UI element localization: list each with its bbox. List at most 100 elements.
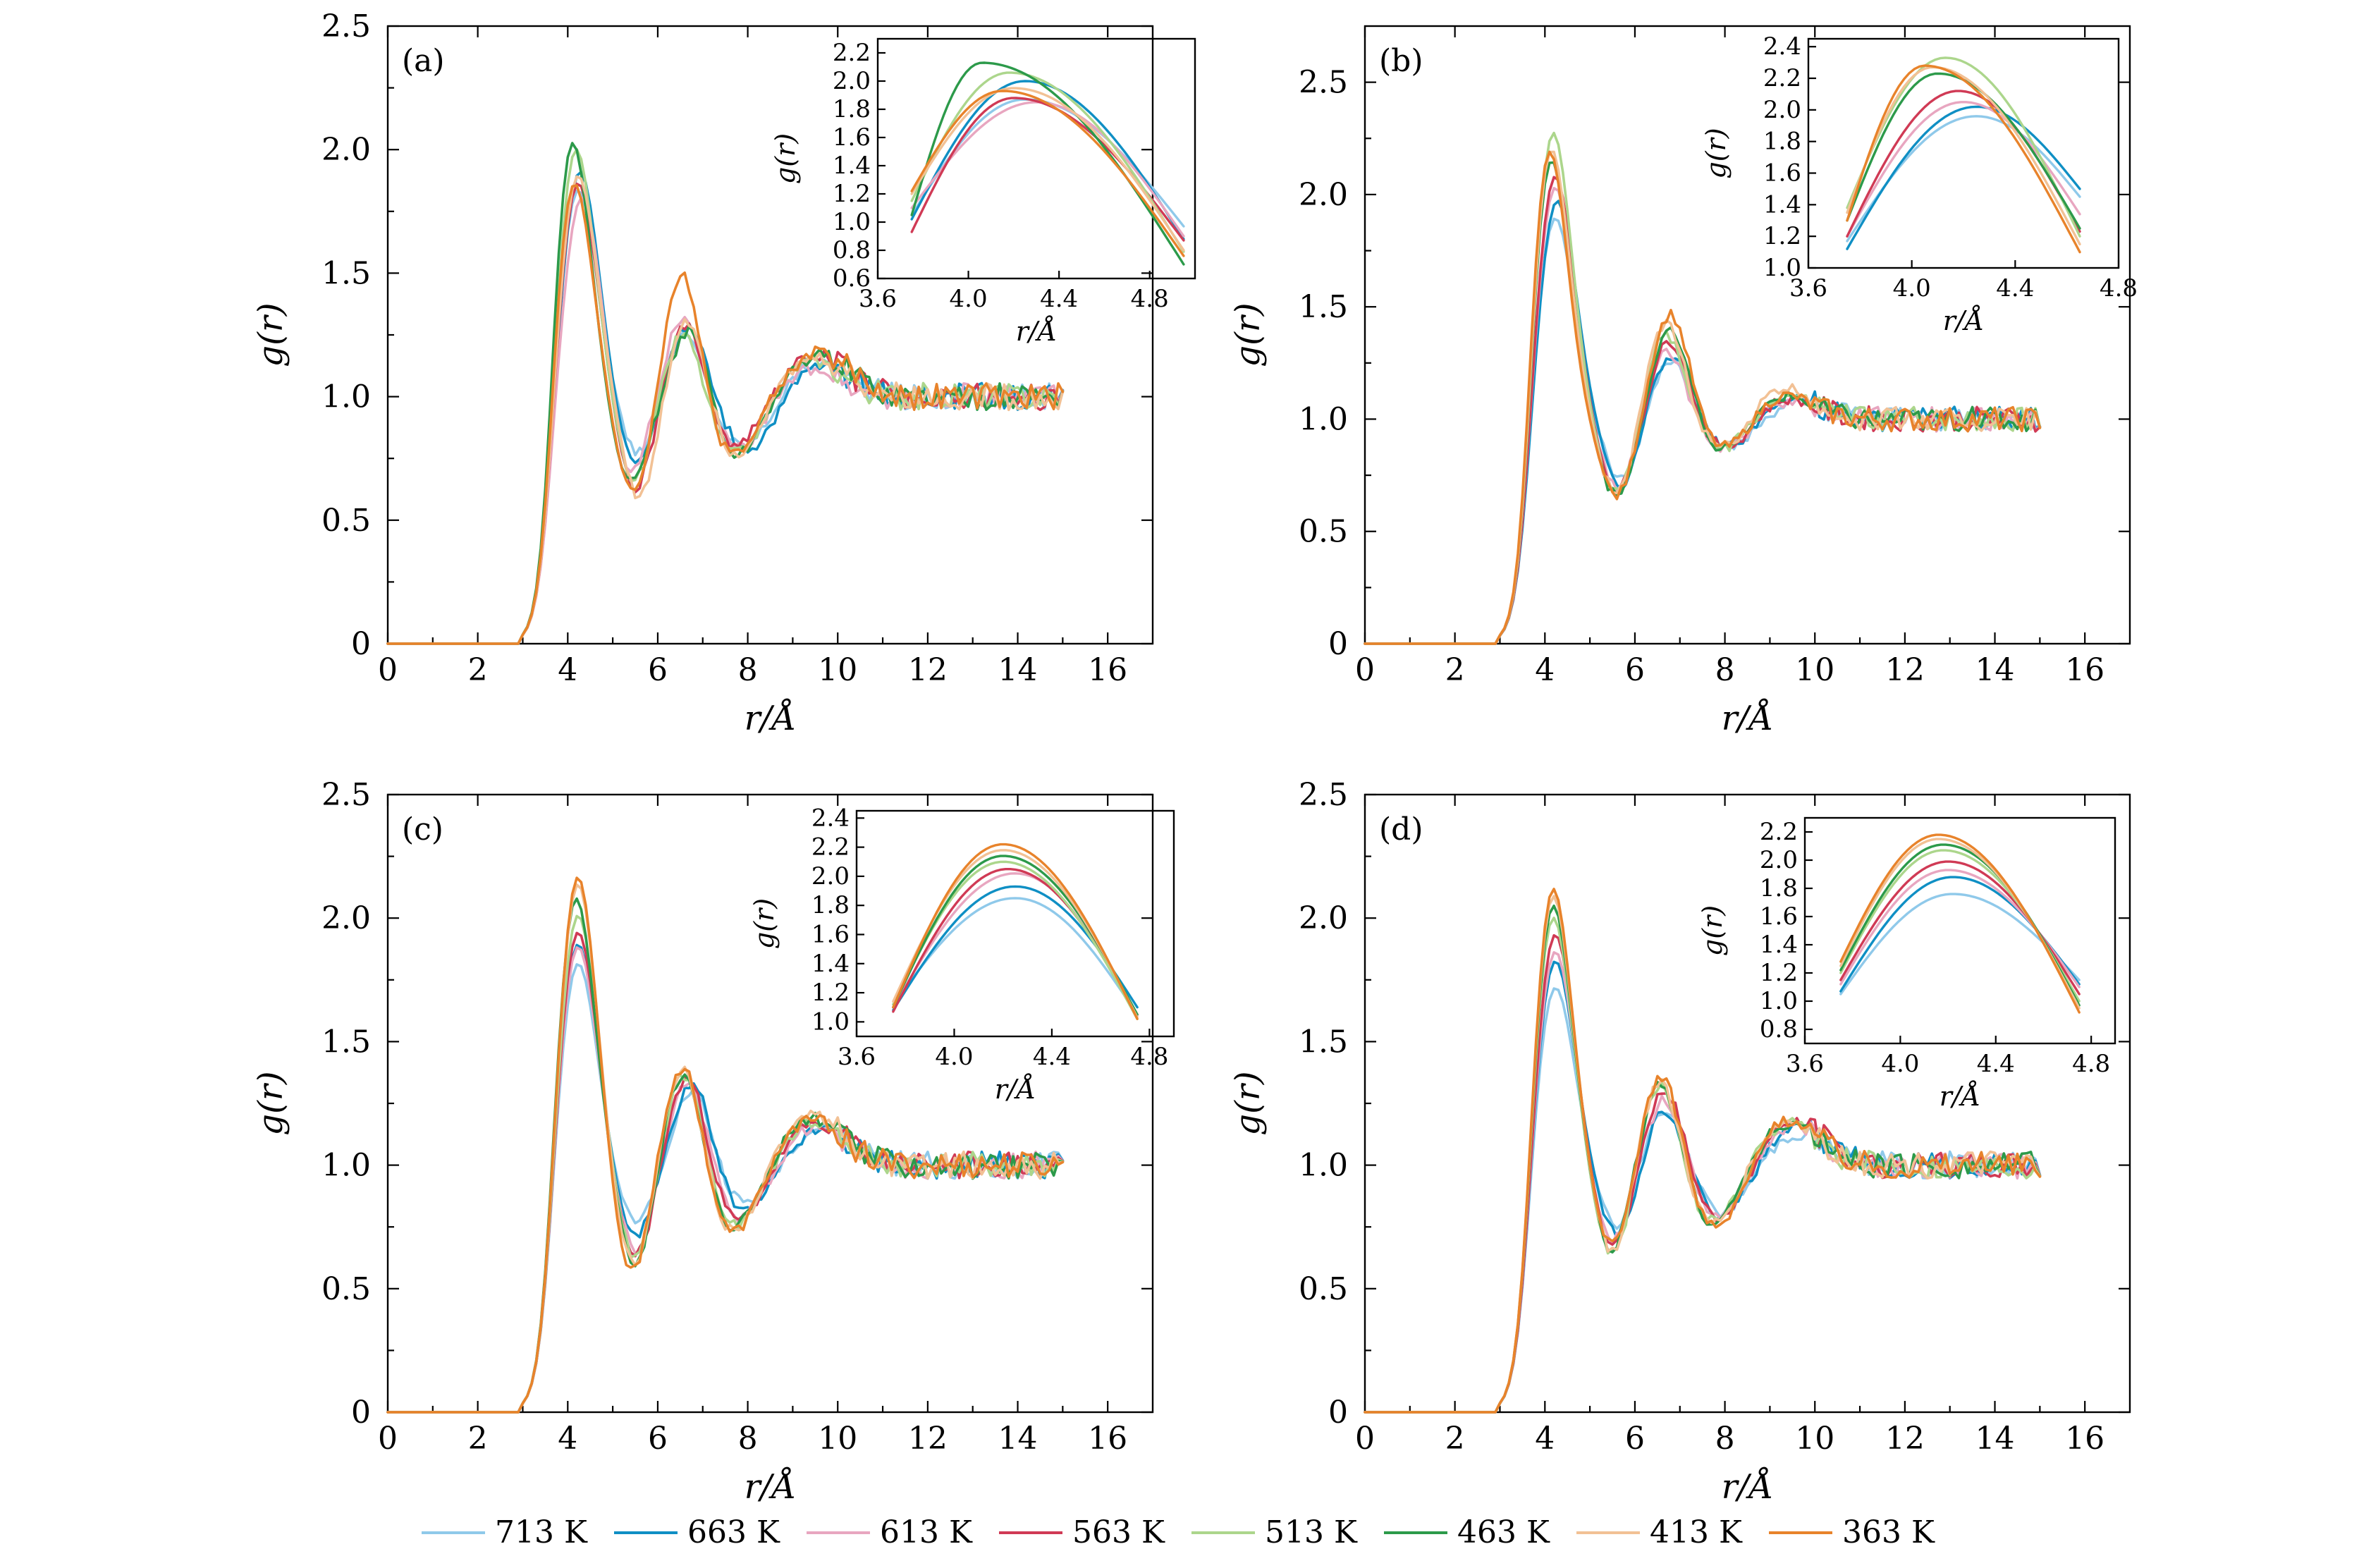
inset-series-line-713k: [910, 98, 1185, 228]
x-tick-label: 16: [1088, 652, 1127, 688]
inset-frame: [1807, 37, 2120, 269]
y-tick-label: 0.5: [321, 503, 371, 539]
series-line-363k: [1364, 150, 2042, 645]
inset-x-axis-label: r/Å: [1016, 316, 1057, 347]
inset-series-line-463k: [910, 61, 1185, 266]
y-tick-label: 0.5: [1299, 1271, 1348, 1307]
inset-y-tick-label: 1.8: [1763, 128, 1801, 156]
inset-y-tick-label: 1.6: [811, 920, 850, 948]
inset-y-tick-label: 1.4: [1763, 190, 1801, 219]
plot-frame: [1364, 25, 2131, 645]
y-tick-label: 2.0: [1299, 177, 1348, 213]
x-tick-label: 2: [1445, 1421, 1465, 1457]
inset-y-axis-label: g(r): [1697, 905, 1728, 956]
y-tick-label: 2.0: [321, 900, 371, 936]
legend-label: 563 K: [1072, 1514, 1165, 1550]
x-tick-label: 6: [648, 1421, 668, 1457]
inset-y-tick-label: 1.0: [1760, 987, 1798, 1015]
series-line-663k: [386, 943, 1065, 1414]
x-axis-label: r/Å: [1722, 1466, 1774, 1507]
inset-y-tick-label: 1.0: [1763, 254, 1801, 282]
legend: 713 K 663 K 613 K 563 K 513 K 463 K 413 K 363 K: [422, 1514, 1935, 1550]
y-tick-label: 0.5: [321, 1271, 371, 1307]
inset-x-tick-label: 4.8: [2100, 274, 2138, 302]
panel-label: (b): [1379, 43, 1423, 79]
x-tick-label: 0: [378, 652, 398, 688]
y-tick-label: 1.0: [1299, 1148, 1348, 1184]
panel-label: (c): [402, 811, 443, 847]
inset-series-line-613k: [1839, 869, 2081, 988]
series-line-713k: [386, 963, 1065, 1414]
x-tick-label: 2: [1445, 652, 1465, 688]
inset-y-tick-label: 1.2: [1760, 959, 1798, 987]
inset-x-tick-label: 4.4: [1033, 1043, 1071, 1071]
inset-series-line-663k: [1846, 105, 2081, 250]
x-tick-label: 10: [818, 652, 857, 688]
y-tick-label: 2.0: [1299, 900, 1348, 936]
inset-series-line-363k: [892, 843, 1139, 1020]
inset-y-tick-label: 1.4: [811, 950, 850, 978]
y-tick-label: 0: [351, 1395, 371, 1431]
series-line-613k: [1364, 951, 2042, 1414]
inset-y-tick-label: 0.8: [833, 236, 871, 264]
series-line-413k: [1364, 150, 2042, 645]
x-tick-label: 16: [2065, 1421, 2104, 1457]
y-tick-label: 0: [1328, 1395, 1348, 1431]
x-tick-label: 2: [468, 1421, 488, 1457]
inset-y-tick-label: 1.2: [811, 979, 850, 1007]
series-line-413k: [386, 883, 1065, 1414]
inset-x-tick-label: 3.6: [838, 1043, 876, 1071]
legend-label: 463 K: [1457, 1514, 1550, 1550]
inset-x-tick-label: 4.0: [1881, 1050, 1919, 1078]
y-axis-label: g(r): [251, 302, 290, 367]
x-tick-label: 0: [1355, 652, 1375, 688]
y-tick-label: 0: [1328, 626, 1348, 662]
inset-x-axis-label: r/Å: [995, 1074, 1036, 1105]
inset-y-tick-label: 1.0: [833, 208, 871, 236]
inset-x-axis-label: r/Å: [1943, 305, 1984, 336]
inset: 3.6 4.0 4.4 4.8 1.0 1.2 1.41.6 1.8 2.0 2.2 2.4 r/Å g…: [1701, 32, 2138, 336]
inset-y-tick-label: 2.0: [811, 862, 850, 890]
x-axis-label: r/Å: [745, 698, 797, 738]
inset-y-tick-label: 1.2: [833, 180, 871, 208]
x-tick-label: 12: [908, 1421, 948, 1457]
y-tick-label: 2.5: [321, 8, 371, 44]
x-tick-label: 14: [1975, 652, 2015, 688]
y-tick-label: 1.5: [321, 255, 371, 291]
inset-x-tick-label: 3.6: [1789, 274, 1827, 302]
inset-series-line-413k: [1839, 838, 2081, 1010]
x-tick-label: 6: [1625, 652, 1645, 688]
legend-label: 513 K: [1265, 1514, 1358, 1550]
plot-frame: [1364, 793, 2131, 1414]
x-tick-label: 14: [1975, 1421, 2015, 1457]
y-tick-label: 1.5: [1299, 1024, 1348, 1060]
inset-x-tick-label: 4.8: [2072, 1050, 2110, 1078]
x-tick-label: 10: [1795, 652, 1834, 688]
inset-y-tick-label: 2.2: [1760, 818, 1798, 846]
x-tick-label: 2: [468, 652, 488, 688]
x-tick-label: 10: [818, 1421, 857, 1457]
inset-x-tick-label: 4.4: [1040, 285, 1078, 313]
inset: 3.6 4.0 4.4 4.8 0.81.01.21.41.61.82.02.2 r/Å g…: [1697, 816, 2116, 1112]
inset-y-tick-label: 1.8: [1760, 874, 1798, 902]
legend-label: 363 K: [1842, 1514, 1935, 1550]
inset-y-tick-label: 1.6: [1763, 159, 1801, 188]
x-tick-label: 6: [648, 652, 668, 688]
series-line-363k: [386, 876, 1065, 1414]
inset-y-tick-label: 2.0: [1760, 846, 1798, 874]
inset-y-tick-label: 0.6: [833, 264, 871, 293]
series-line-563k: [386, 183, 1065, 645]
y-tick-label: 2.5: [1299, 65, 1348, 101]
y-tick-label: 2.5: [321, 777, 371, 813]
inset-series-line-513k: [1846, 56, 2081, 238]
inset-series-line-413k: [1846, 66, 2081, 246]
x-tick-label: 8: [738, 1421, 758, 1457]
panel-a: 0 2 4 6 8 10 12 14 16 0 0.5 1.0 1.5 2.0 2.5 r/Å g(r) (a) 3…: [251, 8, 1196, 738]
inset-y-tick-label: 1.6: [833, 123, 871, 152]
y-tick-label: 1.5: [1299, 289, 1348, 325]
inset-series-line-363k: [1846, 64, 2081, 254]
inset-y-tick-label: 2.2: [811, 833, 850, 862]
x-tick-label: 6: [1625, 1421, 1645, 1457]
series-line-613k: [386, 196, 1065, 645]
x-tick-label: 0: [1355, 1421, 1375, 1457]
